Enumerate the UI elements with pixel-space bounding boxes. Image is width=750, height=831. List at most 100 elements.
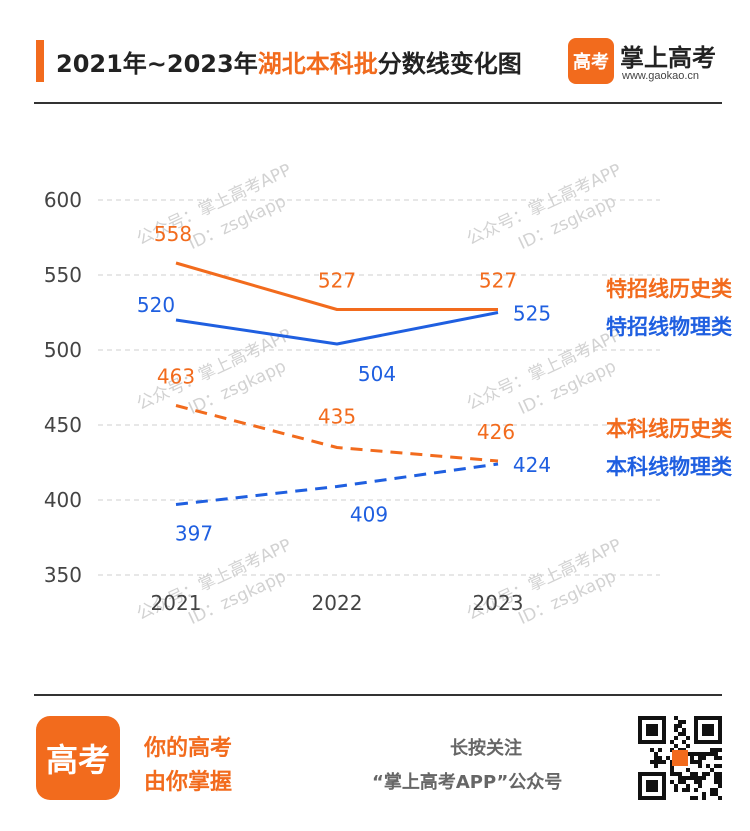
qr-module	[714, 792, 718, 796]
qr-module	[674, 728, 678, 732]
qr-module	[686, 788, 690, 792]
qr-module	[682, 740, 686, 744]
qr-module	[654, 764, 658, 768]
qr-module	[706, 772, 710, 776]
qr-module	[718, 780, 722, 784]
qr-module	[698, 780, 702, 784]
qr-module	[702, 776, 706, 780]
brand-name: 掌上高考	[620, 44, 716, 72]
qr-module	[686, 736, 690, 740]
series-line	[175, 311, 499, 346]
qr-module	[714, 756, 718, 760]
qr-module	[714, 748, 718, 752]
qr-code[interactable]	[638, 716, 722, 800]
x-tick-label: 2021	[151, 591, 202, 615]
data-label: 527	[318, 269, 356, 293]
qr-finder	[702, 724, 714, 736]
qr-module	[714, 780, 718, 784]
qr-module	[694, 796, 698, 800]
qr-module	[698, 760, 702, 764]
qr-module	[682, 728, 686, 732]
qr-module	[690, 760, 694, 764]
data-label: 397	[175, 522, 213, 546]
qr-module	[670, 768, 674, 772]
qr-module	[674, 744, 678, 748]
y-tick-label: 600	[44, 188, 82, 212]
qr-module	[710, 748, 714, 752]
y-tick-label: 350	[44, 563, 82, 587]
slogan-line-1: 你的高考	[144, 736, 233, 761]
qr-module	[718, 748, 722, 752]
data-label: 527	[479, 269, 517, 293]
qr-module	[714, 788, 718, 792]
footer-divider	[34, 694, 722, 696]
qr-module	[698, 784, 702, 788]
qr-center-logo	[672, 750, 688, 766]
qr-module	[678, 772, 682, 776]
qr-module	[710, 792, 714, 796]
qr-module	[682, 780, 686, 784]
follow-prompt: 长按关注	[450, 738, 522, 759]
qr-module	[674, 788, 678, 792]
data-label: 424	[513, 453, 551, 477]
footer-logo-icon: 高考	[36, 716, 120, 800]
series-line	[175, 404, 499, 463]
x-tick-label: 2023	[473, 591, 524, 615]
qr-module	[670, 772, 674, 776]
qr-module	[690, 796, 694, 800]
qr-module	[714, 772, 718, 776]
qr-module	[650, 748, 654, 752]
qr-module	[654, 760, 658, 764]
title-highlight: 湖北本科批	[257, 50, 378, 78]
qr-module	[710, 768, 714, 772]
qr-module	[666, 756, 670, 760]
qr-module	[690, 776, 694, 780]
qr-module	[650, 760, 654, 764]
qr-module	[694, 760, 698, 764]
qr-module	[686, 776, 690, 780]
data-label: 435	[318, 405, 356, 429]
qr-module	[690, 756, 694, 760]
qr-module	[678, 732, 682, 736]
series-name-label: 特招线物理类	[606, 315, 733, 339]
qr-finder	[646, 724, 658, 736]
data-label: 504	[358, 362, 396, 386]
title-accent-bar	[36, 40, 44, 82]
qr-module	[698, 776, 702, 780]
qr-module	[694, 772, 698, 776]
qr-module	[694, 780, 698, 784]
series-line	[175, 462, 499, 506]
qr-module	[686, 768, 690, 772]
qr-module	[674, 784, 678, 788]
brand-logo-icon: 高考	[568, 38, 614, 84]
y-tick-label: 550	[44, 263, 82, 287]
data-label: 409	[350, 503, 388, 527]
qr-module	[674, 716, 678, 720]
qr-module	[698, 764, 702, 768]
qr-module	[710, 788, 714, 792]
x-tick-label: 2022	[312, 591, 363, 615]
qr-module	[714, 752, 718, 756]
series-line	[175, 261, 498, 311]
qr-module	[694, 776, 698, 780]
page-title: 2021年~2023年湖北本科批分数线变化图	[56, 44, 522, 79]
qr-module	[674, 772, 678, 776]
y-tick-label: 500	[44, 338, 82, 362]
qr-module	[702, 752, 706, 756]
qr-module	[702, 792, 706, 796]
qr-module	[718, 764, 722, 768]
follow-account[interactable]: “掌上高考APP”公众号	[372, 772, 563, 793]
qr-module	[702, 756, 706, 760]
qr-module	[678, 780, 682, 784]
qr-module	[682, 776, 686, 780]
y-tick-label: 400	[44, 488, 82, 512]
qr-module	[710, 752, 714, 756]
qr-module	[662, 760, 666, 764]
qr-module	[698, 752, 702, 756]
qr-module	[654, 752, 658, 756]
qr-module	[706, 752, 710, 756]
qr-module	[686, 784, 690, 788]
series-name-label: 特招线历史类	[606, 277, 733, 301]
